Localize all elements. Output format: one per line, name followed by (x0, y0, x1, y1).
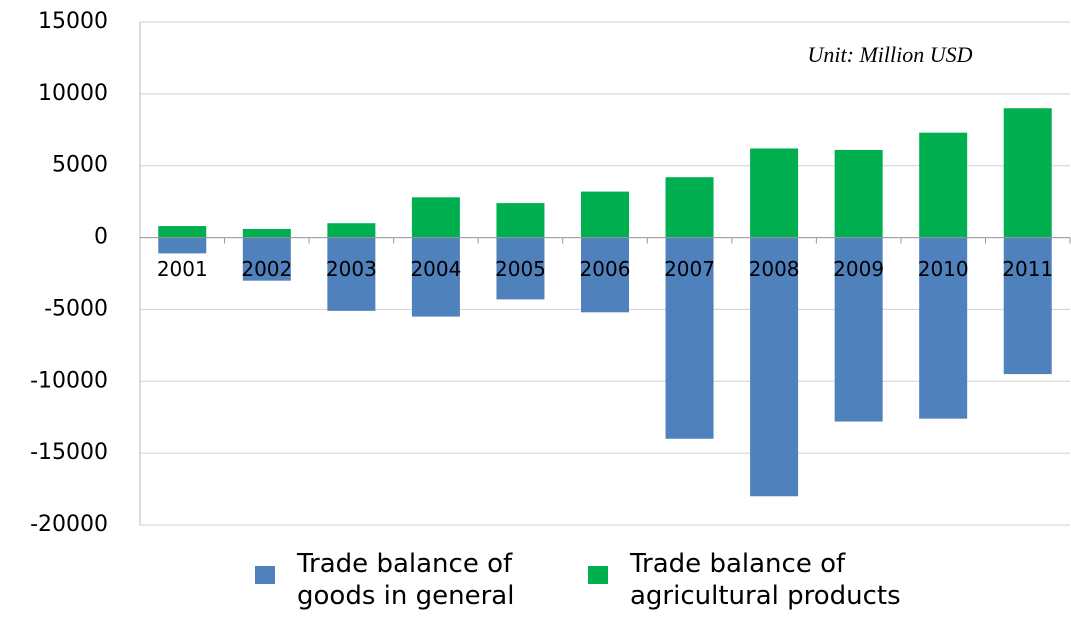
bar (242, 237, 291, 281)
bar (834, 237, 883, 422)
y-tick-label: -10000 (30, 368, 108, 393)
x-tick-label: 2006 (580, 257, 631, 281)
bar (158, 226, 207, 238)
bar (665, 177, 714, 238)
y-tick-label: 0 (94, 225, 108, 250)
x-tick-label: 2005 (495, 257, 546, 281)
x-tick-label: 2011 (1002, 257, 1053, 281)
annotation: Unit: Million USD (808, 42, 973, 67)
bar (496, 203, 545, 238)
y-tick-label: -20000 (30, 512, 108, 537)
x-tick-label: 2001 (157, 257, 208, 281)
bar (411, 197, 460, 238)
y-tick-label: 10000 (38, 81, 108, 106)
legend-label: Trade balance of agricultural products (630, 549, 901, 611)
bar (411, 237, 460, 317)
x-tick-label: 2003 (326, 257, 377, 281)
x-tick-label: 2002 (241, 257, 292, 281)
legend-label: Trade balance of goods in general (297, 549, 515, 611)
bar (750, 237, 799, 497)
bar (581, 191, 629, 238)
bar (750, 148, 799, 238)
x-tick-label: 2004 (410, 257, 461, 281)
bar (1003, 237, 1052, 375)
x-tick-label: 2008 (749, 257, 800, 281)
x-tick-label: 2009 (833, 257, 884, 281)
legend-swatch (588, 566, 608, 584)
legend-swatch (255, 566, 275, 584)
y-tick-label: -15000 (30, 440, 108, 465)
bar (158, 237, 207, 254)
bar (1003, 108, 1052, 238)
bar (242, 228, 291, 238)
x-tick-label: 2010 (918, 257, 969, 281)
x-tick-label: 2007 (664, 257, 715, 281)
bar (834, 149, 883, 238)
y-tick-label: -5000 (44, 296, 108, 321)
bar (496, 237, 545, 300)
bar (919, 132, 968, 238)
bar (581, 237, 629, 313)
y-tick-label: 5000 (52, 153, 108, 178)
bar (327, 237, 376, 311)
bar (327, 223, 376, 238)
y-tick-label: 15000 (38, 9, 108, 34)
bar (919, 237, 968, 419)
bar (665, 237, 714, 439)
